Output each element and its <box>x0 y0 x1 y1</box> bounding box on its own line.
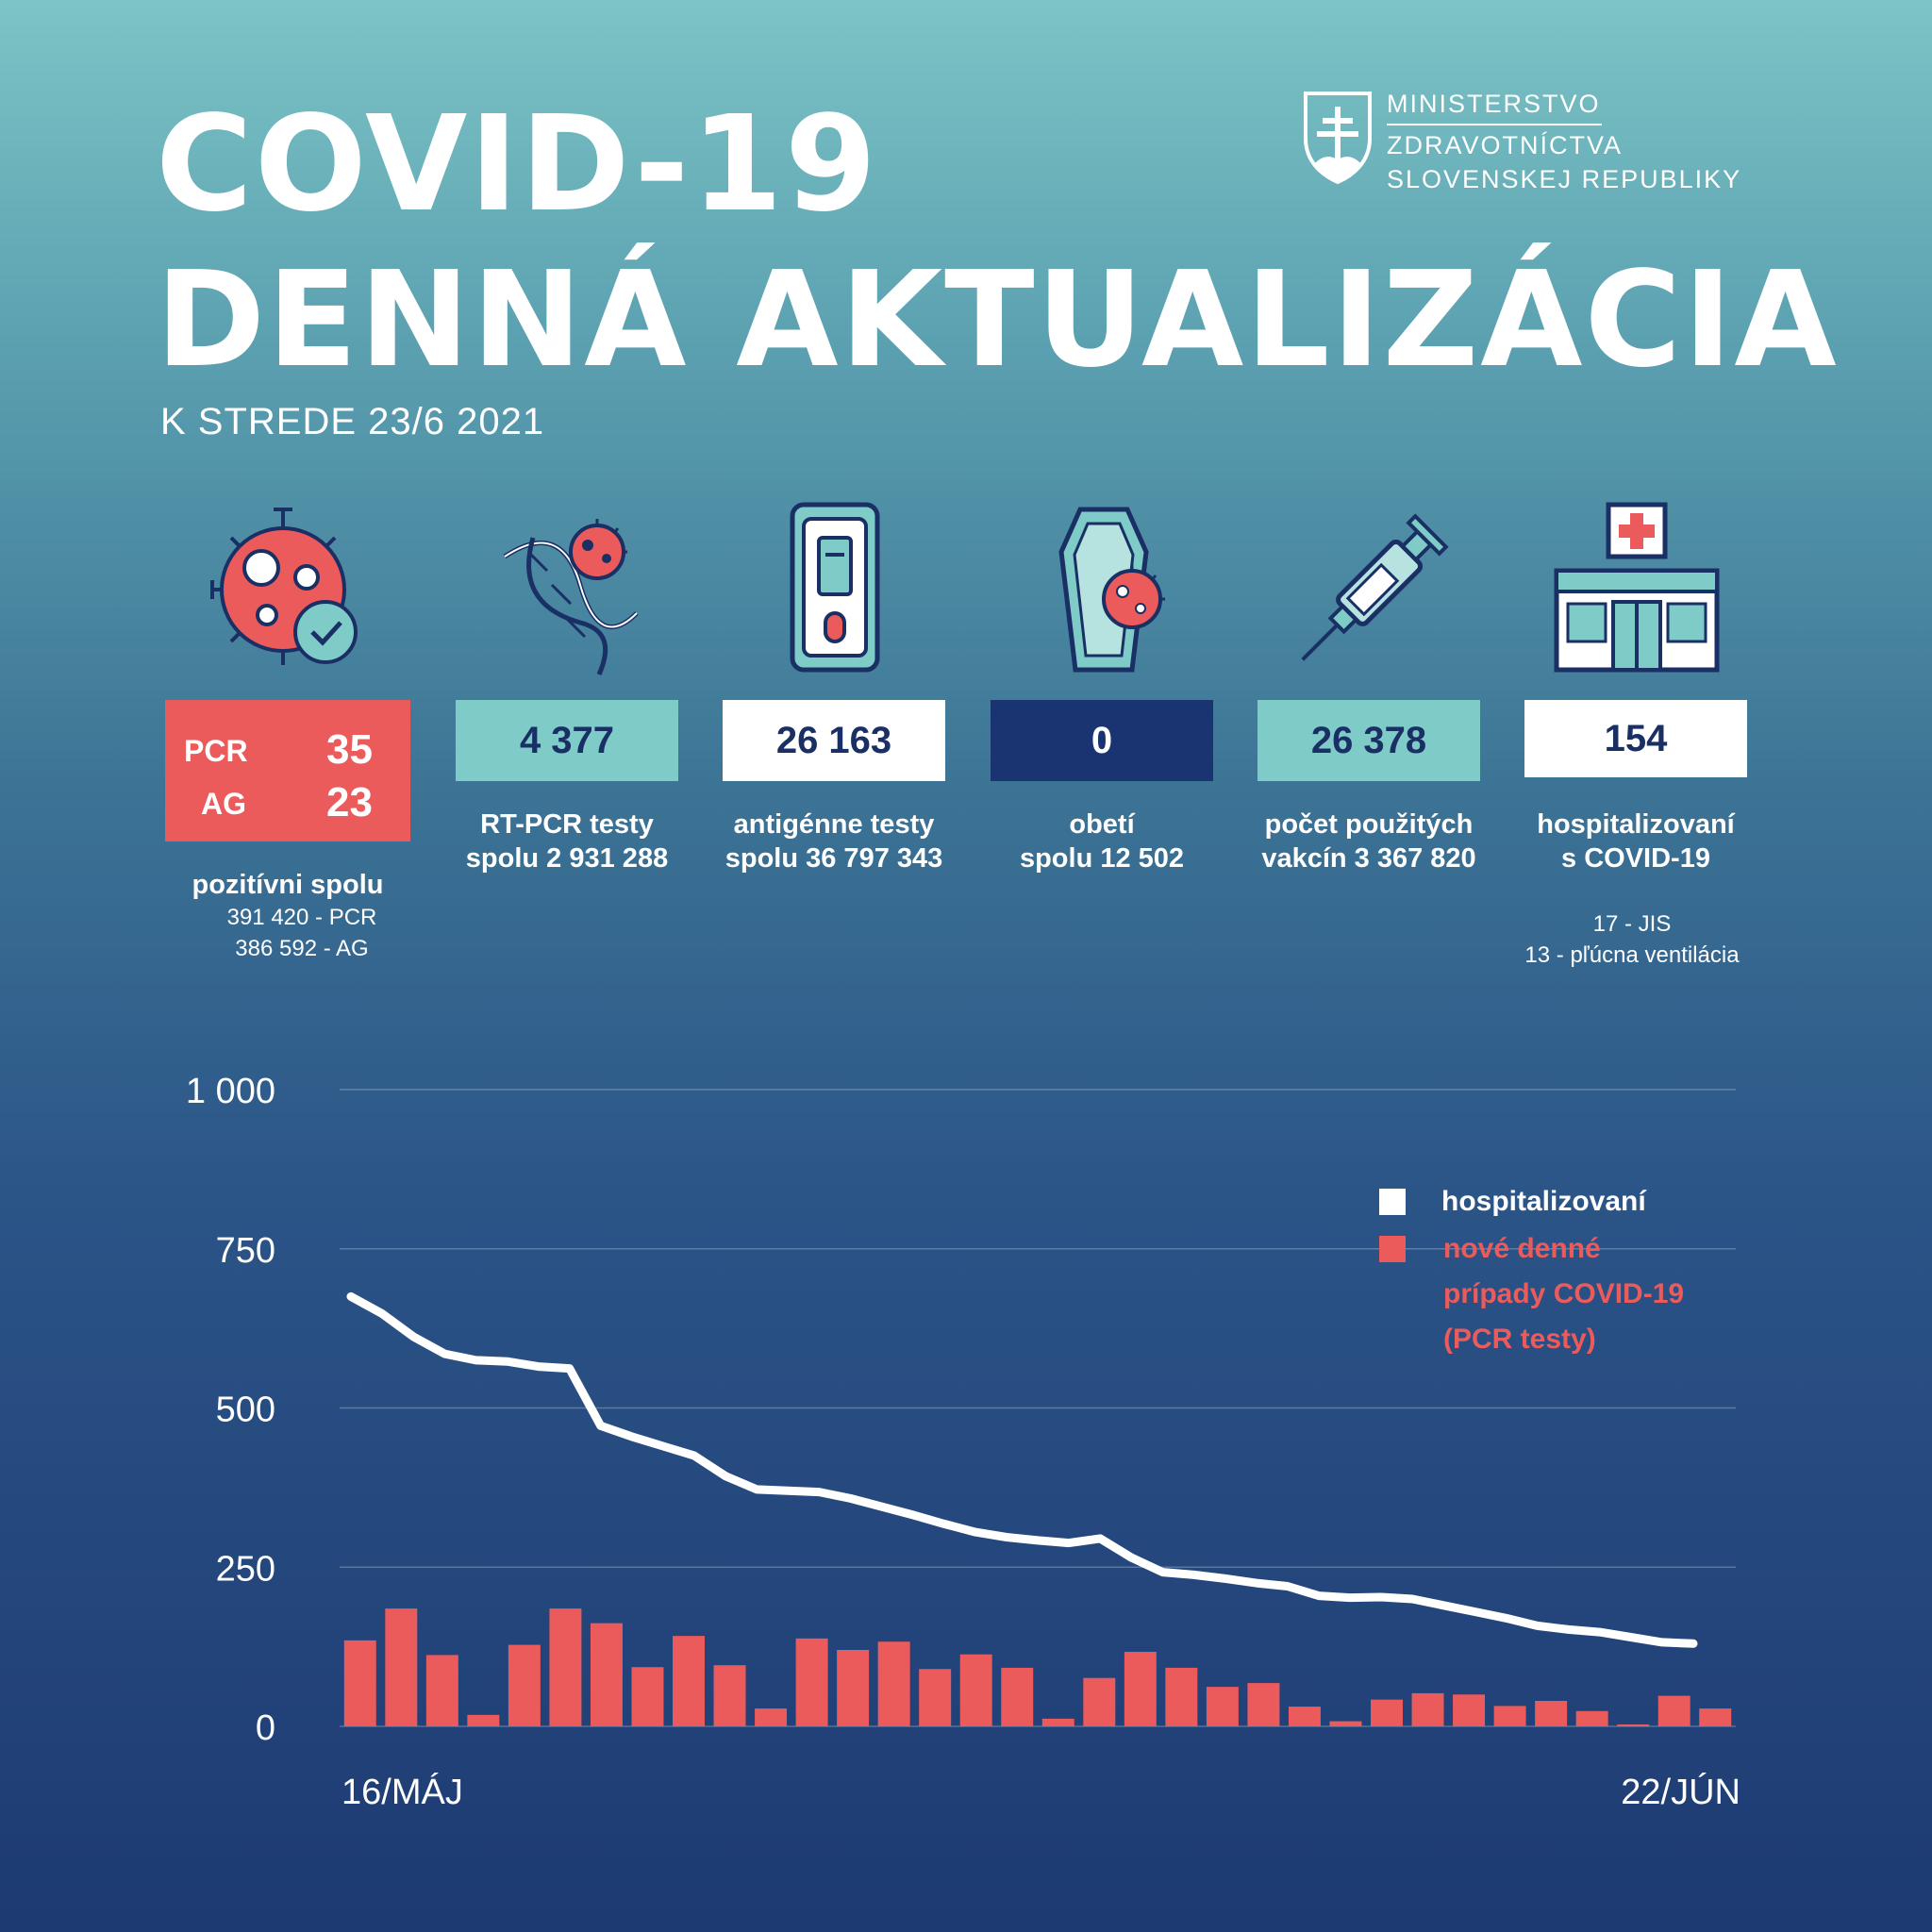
positive-total-ag: 386 592 - AG <box>235 936 369 961</box>
deaths-label-line2: spolu 12 502 <box>1019 843 1185 874</box>
chart-gridlines <box>340 1089 1736 1727</box>
y-tick-label: 750 <box>216 1231 275 1271</box>
hospitalization-chart: 1 000 750 500 250 0 16/MÁJ 22/JÚN hospitaliz… <box>186 1072 1740 1812</box>
new-cases-bar <box>1575 1710 1608 1726</box>
new-cases-bar <box>1371 1699 1403 1726</box>
new-cases-bar <box>1165 1667 1198 1726</box>
new-cases-bar <box>1247 1683 1280 1726</box>
title-line-1: COVID-19 <box>156 88 879 242</box>
y-tick-label: 1 000 <box>186 1072 275 1111</box>
ministry-line-1: MINISTERSTVO <box>1387 90 1601 118</box>
new-cases-bar <box>877 1641 910 1726</box>
new-cases-bar <box>1124 1652 1157 1726</box>
new-cases-bar <box>837 1650 870 1726</box>
new-cases-bar <box>1288 1707 1321 1726</box>
rtpcr-label-line2: spolu 2 931 288 <box>465 843 669 874</box>
deaths-label-line1: obetí <box>1069 809 1135 840</box>
slovak-coat-of-arms-icon <box>1304 92 1372 184</box>
new-cases-bars <box>343 1608 1732 1726</box>
y-tick-label: 0 <box>256 1708 275 1748</box>
legend-new-cases-line1: nové denné <box>1443 1233 1601 1264</box>
vaccines-label: počet použitých vakcín 3 367 820 <box>1227 808 1510 875</box>
new-cases-bar <box>549 1608 582 1726</box>
new-cases-bar <box>1083 1677 1116 1726</box>
new-cases-bar <box>1699 1708 1732 1726</box>
dna-virus-icon <box>476 500 656 679</box>
pcr-label: PCR <box>184 734 248 768</box>
vaccines-value-box: 26 378 <box>1257 700 1480 781</box>
ministry-logo: MINISTERSTVO ZDRAVOTNÍCTVA SLOVENSKEJ RE… <box>1300 90 1740 193</box>
ag-label: AG <box>201 787 246 821</box>
legend-label-hospitalized: hospitalizovaní <box>1441 1186 1647 1217</box>
ministry-line-2: ZDRAVOTNÍCTVA <box>1387 131 1624 159</box>
ag-value: 23 <box>326 779 373 825</box>
vaccines-label-line1: počet použitých <box>1264 809 1474 840</box>
legend-label-new-cases: nové denné prípady COVID-19 (PCR testy) <box>1443 1233 1691 1355</box>
hospital-label-line1: hospitalizovaní <box>1537 809 1735 840</box>
new-cases-bar <box>795 1638 828 1726</box>
new-cases-bar <box>1001 1667 1034 1726</box>
hospital-label-line2: s COVID-19 <box>1561 843 1710 874</box>
new-cases-bar <box>1041 1718 1074 1726</box>
hospital-ventilation: 13 - pľúcna ventilácia <box>1524 942 1740 968</box>
ministry-line-3: SLOVENSKEJ REPUBLIKY <box>1387 165 1742 193</box>
new-cases-bar <box>713 1665 746 1726</box>
syringe-icon <box>1283 500 1462 679</box>
new-cases-bar <box>1411 1692 1444 1726</box>
x-axis-end-label: 22/JÚN <box>1621 1772 1740 1812</box>
new-cases-bar <box>1535 1701 1568 1726</box>
rtpcr-value-box: 4 377 <box>456 700 678 781</box>
new-cases-bar <box>1453 1694 1486 1726</box>
new-cases-bar <box>590 1623 623 1726</box>
x-axis-start-label: 16/MÁJ <box>341 1772 463 1812</box>
new-cases-bar <box>959 1654 992 1726</box>
vaccines-label-line2: vakcín 3 367 820 <box>1261 843 1476 874</box>
new-cases-bar <box>425 1655 458 1726</box>
hospital-value-box: 154 <box>1524 700 1747 777</box>
new-cases-bar <box>1329 1721 1362 1726</box>
title-line-2: DENNÁ AKTUALIZÁCIA <box>156 243 1839 397</box>
new-cases-bar <box>467 1714 500 1726</box>
new-cases-bar <box>1657 1695 1690 1726</box>
legend-swatch-hospitalized <box>1379 1189 1406 1215</box>
deaths-value-box: 0 <box>991 700 1213 781</box>
new-cases-bar <box>755 1708 788 1726</box>
y-tick-label: 250 <box>216 1549 275 1589</box>
legend-new-cases-line2: prípady COVID-19 <box>1443 1278 1684 1309</box>
positive-caption: pozitívni spolu <box>192 870 384 900</box>
coffin-icon <box>1014 500 1193 679</box>
hospitalized-line <box>346 1291 1698 1648</box>
antigen-label-line2: spolu 36 797 343 <box>724 843 943 874</box>
ministry-divider <box>1387 124 1602 125</box>
positive-total-pcr: 391 420 - PCR <box>226 905 377 930</box>
y-tick-label: 500 <box>216 1391 275 1430</box>
new-cases-bar <box>385 1608 418 1726</box>
virus-check-icon <box>193 500 373 679</box>
y-axis-ticks: 1 000 750 500 250 0 <box>186 1072 275 1748</box>
date-subtitle: K STREDE 23/6 2021 <box>160 401 545 442</box>
antigen-test-icon <box>745 500 924 679</box>
hospital-jis: 17 - JIS <box>1592 911 1672 937</box>
chart-legend: hospitalizovaní nové denné prípady COVID… <box>1379 1186 1691 1355</box>
new-cases-bar <box>508 1644 541 1726</box>
antigen-label-line1: antigénne testy <box>733 809 935 840</box>
new-cases-bar <box>1617 1724 1650 1726</box>
new-cases-bar <box>343 1640 376 1726</box>
positive-cases-box: PCR 35 AG 23 <box>165 700 410 841</box>
rtpcr-label: RT-PCR testy spolu 2 931 288 <box>425 808 708 875</box>
new-cases-bar <box>1206 1687 1239 1726</box>
new-cases-bar <box>919 1669 952 1726</box>
pcr-value: 35 <box>326 726 373 773</box>
deaths-label: obetí spolu 12 502 <box>960 808 1243 875</box>
new-cases-bar <box>673 1636 705 1726</box>
rtpcr-label-line1: RT-PCR testy <box>480 809 654 840</box>
new-cases-bar <box>631 1667 664 1726</box>
legend-swatch-new-cases <box>1379 1236 1406 1262</box>
hospital-icon <box>1547 500 1726 679</box>
new-cases-bar <box>1493 1706 1526 1726</box>
antigen-label: antigénne testy spolu 36 797 343 <box>692 808 975 875</box>
legend-new-cases-line3: (PCR testy) <box>1443 1324 1596 1355</box>
hospital-label: hospitalizovaní s COVID-19 <box>1494 808 1777 875</box>
antigen-value-box: 26 163 <box>723 700 945 781</box>
